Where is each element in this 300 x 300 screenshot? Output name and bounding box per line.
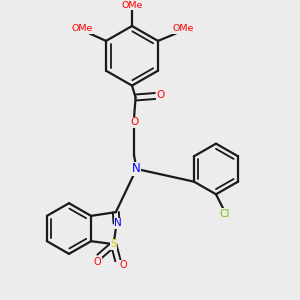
Text: OMe: OMe — [173, 25, 194, 34]
Text: O: O — [94, 257, 101, 267]
Text: N: N — [114, 218, 122, 228]
Text: O: O — [130, 117, 138, 127]
Text: N: N — [132, 163, 141, 176]
Text: OMe: OMe — [71, 25, 93, 34]
Text: O: O — [156, 90, 165, 100]
Text: S: S — [110, 239, 117, 249]
Text: O: O — [119, 260, 127, 270]
Text: Cl: Cl — [220, 208, 230, 219]
Text: OMe: OMe — [121, 1, 143, 10]
